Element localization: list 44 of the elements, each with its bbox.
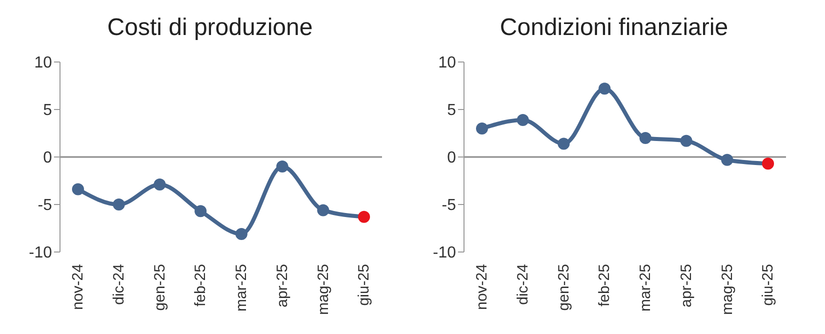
x-tick-label: apr-25 — [678, 264, 695, 308]
y-tick-label: 10 — [438, 54, 456, 72]
x-tick-label: mag-25 — [314, 264, 332, 315]
x-tick-label: gen-25 — [151, 264, 168, 311]
point — [721, 154, 734, 166]
point — [516, 114, 529, 126]
y-tick-label: -10 — [28, 244, 52, 262]
point — [358, 210, 370, 223]
y-tick-label: 0 — [43, 150, 52, 167]
x-tick-label: dic-24 — [110, 264, 128, 305]
chart-title: Costi di produzione — [106, 13, 314, 43]
x-tick-label: giu-25 — [356, 264, 373, 306]
y-tick-label: 0 — [447, 150, 456, 167]
point — [317, 204, 330, 216]
point — [194, 205, 207, 218]
x-tick-label: mar-25 — [637, 264, 654, 312]
point — [112, 198, 125, 210]
x-tick-label: mar-25 — [233, 264, 250, 312]
point — [476, 122, 488, 134]
point — [598, 82, 611, 95]
y-tick-label: 5 — [447, 102, 456, 120]
x-tick-label: dic-24 — [514, 264, 532, 305]
point — [72, 183, 84, 196]
y-tick-label: -5 — [38, 197, 52, 214]
y-tick-label: 10 — [34, 54, 52, 72]
x-tick-label: mag-25 — [718, 264, 736, 315]
x-tick-label: nov-24 — [70, 264, 87, 310]
x-tick-label: feb-25 — [596, 264, 614, 307]
point — [639, 132, 652, 144]
y-tick-label: 5 — [43, 102, 52, 120]
x-tick-label: apr-25 — [274, 264, 291, 308]
point — [558, 138, 570, 150]
point — [762, 158, 774, 170]
chart-title: Condizioni finanziarie — [498, 13, 730, 43]
x-tick-label: giu-25 — [760, 264, 777, 306]
point — [276, 160, 288, 172]
point — [154, 178, 166, 191]
y-tick-label: -10 — [432, 244, 456, 262]
y-tick-label: -5 — [442, 197, 456, 214]
x-tick-label: nov-24 — [474, 264, 491, 310]
point — [235, 228, 248, 240]
x-tick-label: feb-25 — [192, 264, 210, 307]
x-tick-label: gen-25 — [555, 264, 572, 311]
point — [680, 134, 692, 147]
